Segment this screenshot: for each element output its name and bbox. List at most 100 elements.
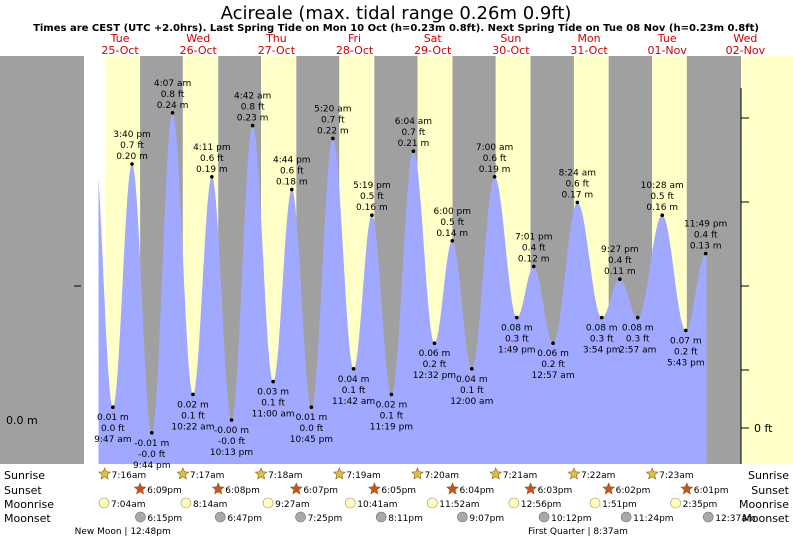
high-tide-mark: 5:20 am0.7 ft0.22 m — [314, 104, 352, 141]
tide-height-ft-label: 0.6 ft — [483, 154, 507, 164]
moonrise-icon — [262, 497, 274, 509]
tide-height-m-label: 0.13 m — [690, 242, 722, 252]
tide-point — [575, 200, 580, 205]
high-tide-mark: 9:27 pm0.4 ft0.11 m — [601, 245, 639, 282]
night-band — [0, 56, 84, 464]
tide-height-ft-label: 0.3 ft — [626, 335, 650, 345]
y-axis-zero-ft: 0 ft — [754, 422, 773, 435]
day-date-label: 29-Oct — [414, 44, 452, 57]
tide-height-ft-label: 0.4 ft — [608, 256, 632, 266]
moonset-icon — [215, 511, 226, 523]
tide-height-ft-label: 0.0 ft — [101, 424, 125, 434]
tide-time-label: 9:27 pm — [601, 245, 639, 255]
sunset-time: 6:08pm — [225, 486, 260, 496]
day-date-label: 26-Oct — [180, 44, 218, 57]
tide-point — [515, 315, 519, 320]
sunrise-time: 7:16am — [112, 471, 147, 481]
sunrise-icon — [489, 467, 503, 480]
tide-time-label: 5:20 am — [314, 104, 351, 114]
tide-height-m-label: 0.06 m — [537, 349, 569, 359]
high-tide-mark: 6:04 am0.7 ft0.21 m — [395, 117, 432, 153]
low-tide-mark: 0.08 m0.3 ft1:49 pm — [498, 315, 536, 356]
moonset-icon — [457, 511, 468, 523]
tide-height-m-label: 0.23 m — [237, 114, 269, 124]
sunset-icon — [289, 482, 303, 495]
sunset-icon — [446, 482, 459, 495]
sunset-icon — [367, 482, 381, 495]
moonset-time: 6:15pm — [147, 514, 182, 524]
low-tide-mark: -0.01 m-0.0 ft9:44 pm — [133, 431, 171, 471]
high-tide-mark: 8:24 am0.6 ft0.17 m — [559, 168, 596, 205]
moonset-time: 9:07pm — [469, 514, 504, 524]
moonset-time: 11:24pm — [633, 514, 673, 524]
tide-height-ft-label: 0.4 ft — [694, 231, 718, 241]
tide-height-m-label: 0.08 m — [501, 324, 533, 334]
tide-height-ft-label: 0.7 ft — [402, 128, 426, 138]
tide-time-label: 7:01 pm — [515, 232, 553, 242]
day-date-label: 27-Oct — [258, 44, 296, 57]
day-date-label: 25-Oct — [101, 44, 139, 57]
tide-point — [149, 431, 154, 435]
tide-height-ft-label: 0.2 ft — [674, 347, 698, 357]
sunrise-label-right: Sunrise — [748, 469, 789, 482]
tide-height-m-label: 0.19 m — [196, 165, 228, 175]
tide-time-label: 6:04 am — [395, 117, 432, 127]
tide-labels: 3:40 pm0.7 ft0.20 m0.01 m0.0 ft9:47 am -0… — [94, 79, 727, 471]
tide-height-ft-label: 0.3 ft — [505, 335, 529, 345]
moonrise-time: 12:56pm — [521, 500, 561, 510]
tide-height-ft-label: 0.8 ft — [161, 90, 185, 100]
tide-height-m-label: 0.11 m — [604, 267, 636, 277]
tide-time-label: 5:43 pm — [667, 358, 705, 368]
tide-height-ft-label: 0.6 ft — [565, 179, 589, 189]
moonrise-time: 7:04am — [111, 500, 145, 510]
day-labels: Tue25-OctWed26-OctThu27-OctFri28-OctSat2… — [101, 32, 765, 57]
tide-point — [551, 341, 555, 346]
day-of-week-label: Wed — [186, 32, 210, 45]
moonset-time: 8:11pm — [388, 514, 423, 524]
tide-height-m-label: 0.03 m — [257, 388, 289, 398]
tide-height-m-label: 0.21 m — [398, 139, 430, 149]
tide-point — [309, 405, 314, 410]
tide-point — [411, 149, 416, 153]
high-tide-mark: 4:42 am0.8 ft0.23 m — [234, 92, 271, 128]
tide-time-label: 3:40 pm — [113, 130, 151, 140]
sunrise-label-left: Sunrise — [4, 469, 45, 482]
tide-time-label: 6:00 pm — [433, 207, 471, 217]
tide-point — [684, 328, 688, 333]
moonset-time: 10:12pm — [551, 514, 591, 524]
tide-point — [432, 341, 437, 346]
low-tide-mark: 0.01 m0.0 ft9:47 am — [94, 405, 132, 445]
moon-phase-label: New Moon | 12:48pm — [75, 527, 171, 537]
sunset-icon — [524, 482, 538, 495]
moonset-time: 12:37am — [715, 514, 755, 524]
sunrise-time: 7:21am — [503, 471, 538, 481]
low-tide-mark: 0.08 m0.3 ft3:54 pm — [583, 315, 621, 356]
tide-time-label: 11:00 am — [252, 410, 295, 420]
sunset-icon — [680, 482, 694, 495]
tide-height-ft-label: 0.1 ft — [342, 386, 366, 396]
sunrise-time: 7:19am — [346, 471, 381, 481]
tide-height-m-label: 0.12 m — [518, 254, 550, 264]
sunrise-icon — [98, 467, 112, 480]
tide-height-ft-label: 0.5 ft — [360, 192, 384, 202]
tide-height-m-label: 0.14 m — [436, 229, 468, 239]
day-date-label: 02-Nov — [726, 44, 766, 57]
sunset-time: 6:09pm — [147, 486, 182, 496]
tide-height-m-label: 0.01 m — [296, 413, 328, 423]
sunrise-time: 7:23am — [659, 471, 694, 481]
chart-subtitle: Times are CEST (UTC +2.0hrs). Last Sprin… — [33, 23, 759, 34]
lower-band — [0, 464, 793, 539]
tide-point — [250, 123, 255, 128]
tide-height-m-label: 0.18 m — [276, 178, 308, 188]
tide-time-label: 10:45 pm — [290, 435, 333, 445]
tide-time-label: 4:42 am — [234, 92, 271, 102]
sunrise-icon — [254, 467, 268, 480]
day-of-week-label: Sat — [424, 32, 443, 45]
tide-height-m-label: 0.02 m — [376, 400, 408, 410]
moonrise-icon — [98, 497, 110, 509]
sunrise-icon — [567, 467, 581, 480]
